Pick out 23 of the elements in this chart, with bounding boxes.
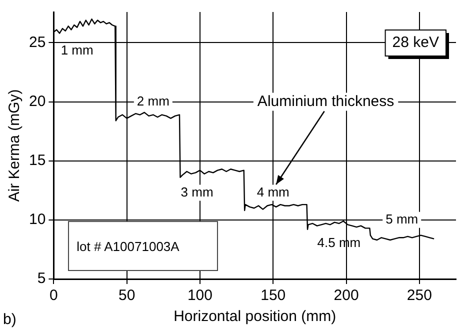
text: b) xyxy=(3,311,16,328)
x-axis-title: Horizontal position (mm) xyxy=(174,308,336,326)
x-tick-label: 200 xyxy=(334,287,359,304)
label-box: lot # A10071003A xyxy=(68,221,218,271)
x-tick-label: 0 xyxy=(50,287,58,304)
annotation: 5 mm xyxy=(386,212,418,227)
x-tick-label: 150 xyxy=(260,287,286,304)
y-tick-label: 20 xyxy=(28,92,46,110)
annotation: 28 keV xyxy=(392,34,439,52)
y-axis-title: Air Kerma (mGy) xyxy=(6,89,24,202)
annotation: 4 mm xyxy=(256,184,290,200)
y-tick-label: 15 xyxy=(28,152,46,169)
y-tick-label: 5 xyxy=(37,270,46,288)
annotation: 2 mm xyxy=(136,93,170,108)
x-tick-label: 250 xyxy=(406,287,432,304)
annotation: 3 mm xyxy=(180,184,214,200)
annotation: 1 mm xyxy=(60,42,94,58)
x-tick-label: 50 xyxy=(118,287,136,304)
y-tick-label: 25 xyxy=(28,34,46,51)
y-tick-label: 10 xyxy=(28,211,46,228)
annotation: Aluminium thickness xyxy=(257,92,394,110)
x-tick-label: 100 xyxy=(187,287,212,304)
annotation: lot # A10071003A xyxy=(76,238,180,254)
